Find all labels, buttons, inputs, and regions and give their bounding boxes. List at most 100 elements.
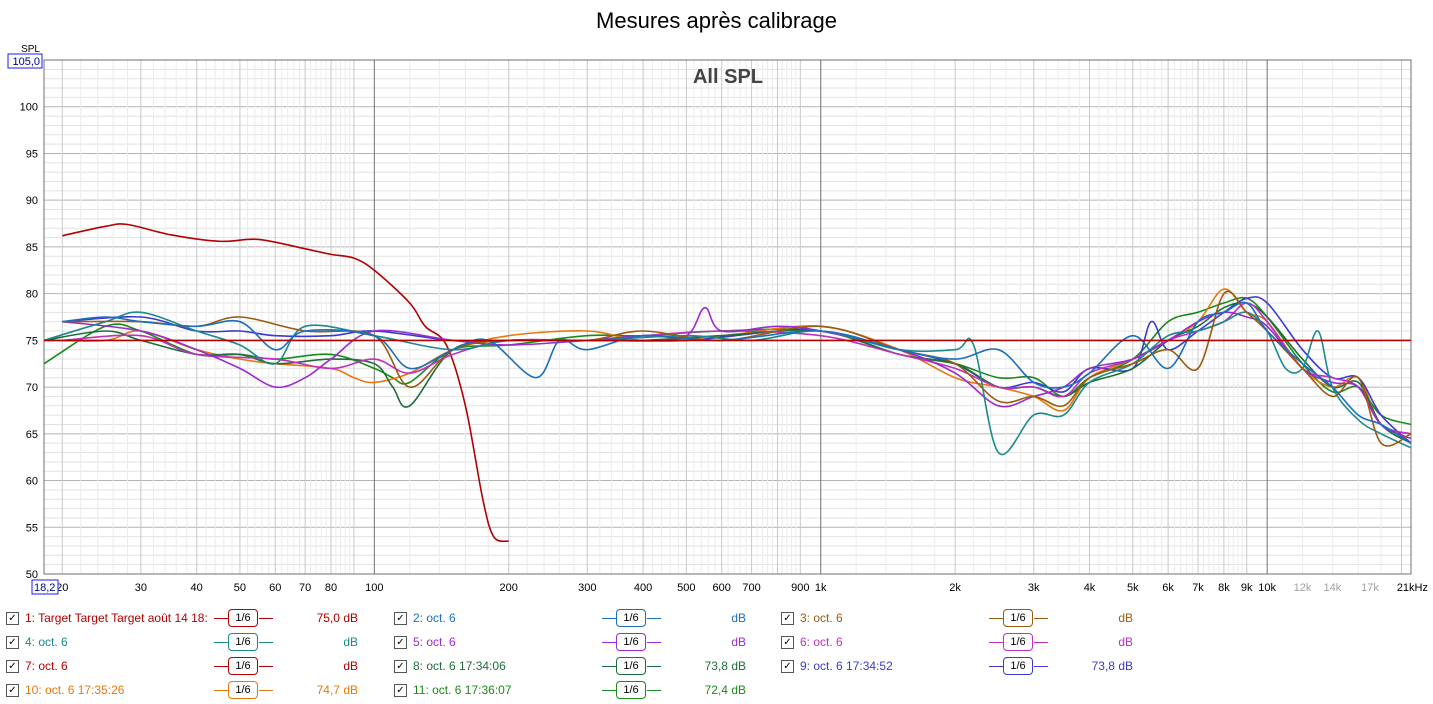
legend-line-swatch	[647, 690, 661, 691]
x-tick-label: 600	[713, 582, 731, 594]
legend-line-swatch	[1034, 666, 1048, 667]
y-tick-label: 100	[20, 102, 38, 114]
legend-checkbox[interactable]: ✓	[394, 659, 407, 673]
legend-level: dB	[1118, 635, 1133, 649]
x-tick-label: 2k	[949, 582, 961, 594]
series-line-7[interactable]	[62, 223, 509, 543]
x-min-box[interactable]	[31, 579, 59, 595]
legend-smoothing-button[interactable]: 1/6	[228, 657, 258, 675]
legend-item[interactable]: ✓ 11: oct. 6 17:36:07 1/6 72,4 dB	[394, 680, 774, 700]
legend-checkbox[interactable]: ✓	[6, 683, 19, 697]
legend-level: dB	[343, 635, 358, 649]
y-tick-label: 65	[26, 429, 38, 441]
legend-smoothing-button[interactable]: 1/6	[1003, 609, 1033, 627]
x-tick-label: 8k	[1218, 582, 1230, 594]
legend-checkbox[interactable]: ✓	[394, 635, 407, 649]
x-tick-label: 5k	[1127, 582, 1139, 594]
legend-checkbox[interactable]: ✓	[781, 635, 794, 649]
page-title: Mesures après calibrage	[596, 8, 837, 33]
x-tick-label: 400	[634, 582, 652, 594]
x-min-label[interactable]: 18,2	[34, 582, 55, 594]
legend-line-swatch	[602, 666, 616, 667]
legend-label: 8: oct. 6 17:34:06	[413, 659, 506, 673]
legend-level: 74,7 dB	[316, 683, 358, 697]
y-tick-label: 95	[26, 148, 38, 160]
legend-level: 72,4 dB	[704, 683, 746, 697]
y-tick-label: 60	[26, 476, 38, 488]
legend-label: 2: oct. 6	[413, 611, 456, 625]
x-tick-label: 17k	[1361, 582, 1379, 594]
legend-label: 3: oct. 6	[800, 611, 843, 625]
legend-line-swatch	[214, 618, 228, 619]
x-tick-label: 300	[578, 582, 596, 594]
legend-label: 9: oct. 6 17:34:52	[800, 659, 893, 673]
legend-smoothing-button[interactable]: 1/6	[228, 609, 258, 627]
legend-smoothing-button[interactable]: 1/6	[616, 633, 646, 651]
legend-item[interactable]: ✓ 6: oct. 6 1/6 dB	[781, 632, 1161, 652]
legend-item[interactable]: ✓ 3: oct. 6 1/6 dB	[781, 608, 1161, 628]
legend-line-swatch	[602, 618, 616, 619]
x-tick-label: 12k	[1294, 582, 1312, 594]
legend-label: 5: oct. 6	[413, 635, 456, 649]
legend-smoothing-button[interactable]: 1/6	[1003, 633, 1033, 651]
legend-checkbox[interactable]: ✓	[6, 659, 19, 673]
x-tick-label: 500	[677, 582, 695, 594]
legend-item[interactable]: ✓ 2: oct. 6 1/6 dB	[394, 608, 774, 628]
legend-item[interactable]: ✓ 8: oct. 6 17:34:06 1/6 73,8 dB	[394, 656, 774, 676]
legend-line-swatch	[989, 618, 1003, 619]
legend-line-swatch	[259, 642, 273, 643]
legend-item[interactable]: ✓ 7: oct. 6 1/6 dB	[6, 656, 386, 676]
legend-line-swatch	[259, 666, 273, 667]
legend-smoothing-button[interactable]: 1/6	[228, 633, 258, 651]
x-tick-label: 9k	[1241, 582, 1253, 594]
legend-checkbox[interactable]: ✓	[394, 683, 407, 697]
legend-item[interactable]: ✓ 4: oct. 6 1/6 dB	[6, 632, 386, 652]
legend-line-swatch	[647, 666, 661, 667]
series-line-6[interactable]	[62, 302, 1412, 435]
legend-line-swatch	[1034, 642, 1048, 643]
x-tick-label: 4k	[1084, 582, 1096, 594]
legend-checkbox[interactable]: ✓	[6, 635, 19, 649]
legend-label: 1: Target Target Target août 14 18:	[25, 611, 208, 625]
legend-smoothing-button[interactable]: 1/6	[616, 609, 646, 627]
x-tick-label: 80	[325, 582, 337, 594]
x-tick-label: 21kHz	[1397, 582, 1428, 594]
x-tick-label: 14k	[1324, 582, 1342, 594]
legend-line-swatch	[214, 642, 228, 643]
x-tick-label: 700	[742, 582, 760, 594]
legend-line-swatch	[647, 618, 661, 619]
legend-item[interactable]: ✓ 9: oct. 6 17:34:52 1/6 73,8 dB	[781, 656, 1161, 676]
legend-checkbox[interactable]: ✓	[394, 611, 407, 625]
y-tick-label: 50	[26, 569, 38, 581]
series-line-8[interactable]	[43, 301, 1412, 444]
legend-smoothing-button[interactable]: 1/6	[1003, 657, 1033, 675]
legend-item[interactable]: ✓ 5: oct. 6 1/6 dB	[394, 632, 774, 652]
y-tick-label: 90	[26, 195, 38, 207]
legend-line-swatch	[1034, 618, 1048, 619]
legend-smoothing-button[interactable]: 1/6	[228, 681, 258, 699]
legend-checkbox[interactable]: ✓	[6, 611, 19, 625]
y-tick-label: 55	[26, 522, 38, 534]
chart-inner-title: All SPL	[693, 66, 763, 88]
legend-smoothing-button[interactable]: 1/6	[616, 681, 646, 699]
legend-checkbox[interactable]: ✓	[781, 659, 794, 673]
legend-smoothing-button[interactable]: 1/6	[616, 657, 646, 675]
plot-area	[44, 60, 1411, 574]
legend-item[interactable]: ✓ 1: Target Target Target août 14 18: 1/6 7…	[6, 608, 386, 628]
legend-line-swatch	[259, 618, 273, 619]
plot-frame	[43, 59, 1412, 575]
legend: ✓ 1: Target Target Target août 14 18: 1/6 7…	[0, 604, 1433, 704]
y-tick-label: 70	[26, 382, 38, 394]
x-tick-label: 200	[500, 582, 518, 594]
x-tick-label: 3k	[1028, 582, 1040, 594]
legend-item[interactable]: ✓ 10: oct. 6 17:35:26 1/6 74,7 dB	[6, 680, 386, 700]
legend-level: dB	[343, 659, 358, 673]
series-line-2[interactable]	[62, 301, 1412, 444]
y-max-label[interactable]: 105,0	[12, 56, 40, 68]
y-max-box[interactable]	[7, 53, 43, 69]
legend-label: 7: oct. 6	[25, 659, 68, 673]
x-tick-label: 1k	[815, 582, 827, 594]
x-tick-label: 50	[234, 582, 246, 594]
legend-checkbox[interactable]: ✓	[781, 611, 794, 625]
